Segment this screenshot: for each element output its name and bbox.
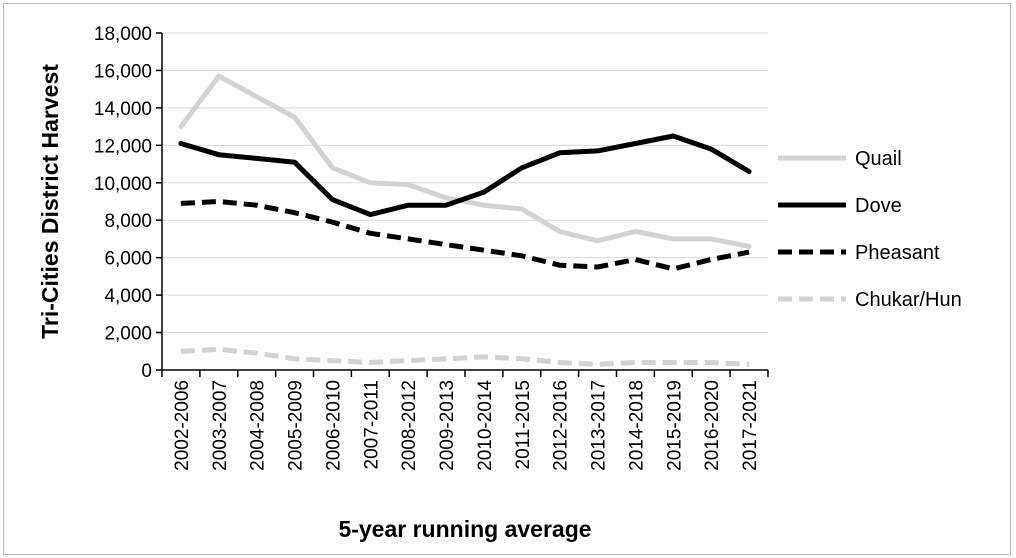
series-lines (178, 73, 752, 367)
y-tick-label: 8,000 (104, 211, 152, 232)
x-tick-label: 2002-2006 (172, 380, 193, 471)
x-tick-label: 2010-2014 (475, 380, 496, 471)
y-tick-labels: 0 2,000 4,000 6,000 8,000 10,000 12,000 14,000 1… (94, 24, 152, 382)
gridlines (156, 32, 769, 377)
x-tick-label: 2003-2007 (210, 380, 231, 471)
series-line-pheasant (180, 199, 750, 272)
x-tick-label: 2017-2021 (740, 380, 761, 471)
x-tick-label: 2015-2019 (664, 380, 685, 471)
y-tick-label: 18,000 (94, 24, 152, 45)
chart-frame (3, 3, 1011, 555)
x-tick-label: 2014-2018 (626, 380, 647, 471)
y-tick-label: 0 (141, 361, 152, 382)
legend-label: Chukar/Hun (855, 289, 962, 311)
y-tick-label: 14,000 (94, 99, 152, 120)
y-axis-title: Tri-Cities District Harvest (37, 64, 63, 339)
y-tick-label: 16,000 (94, 61, 152, 82)
axes (161, 33, 768, 371)
x-tick-label: 2013-2017 (589, 380, 610, 471)
x-tick-label: 2012-2016 (551, 380, 572, 471)
x-tick-label: 2016-2020 (702, 380, 723, 471)
legend: Quail Dove Pheasant Chukar/Hun (778, 148, 962, 311)
x-tick-label: 2006-2010 (323, 380, 344, 471)
x-tick-label: 2005-2009 (286, 380, 307, 471)
legend-label: Pheasant (855, 242, 940, 264)
x-tick-label: 2008-2012 (399, 380, 420, 471)
x-tick-labels: 2002-2006 2003-2007 2004-2008 2005-2009 2006… (172, 380, 761, 471)
x-tick-label: 2007-2011 (361, 380, 382, 469)
x-axis-title: 5-year running average (338, 516, 591, 542)
x-tick-label: 2009-2013 (437, 380, 458, 471)
series-line-dove (178, 133, 752, 218)
y-tick-label: 6,000 (104, 249, 152, 270)
y-tick-label: 2,000 (104, 324, 152, 345)
x-tick-label: 2004-2008 (248, 380, 269, 471)
y-tick-label: 4,000 (104, 286, 152, 307)
y-tick-label: 12,000 (94, 136, 152, 157)
series-line-chukar-hun (180, 346, 750, 367)
x-tick-label: 2011-2015 (513, 380, 534, 469)
y-tick-label: 10,000 (94, 174, 152, 195)
legend-label: Quail (855, 148, 902, 170)
series-line-quail (178, 73, 752, 249)
legend-label: Dove (855, 195, 902, 217)
